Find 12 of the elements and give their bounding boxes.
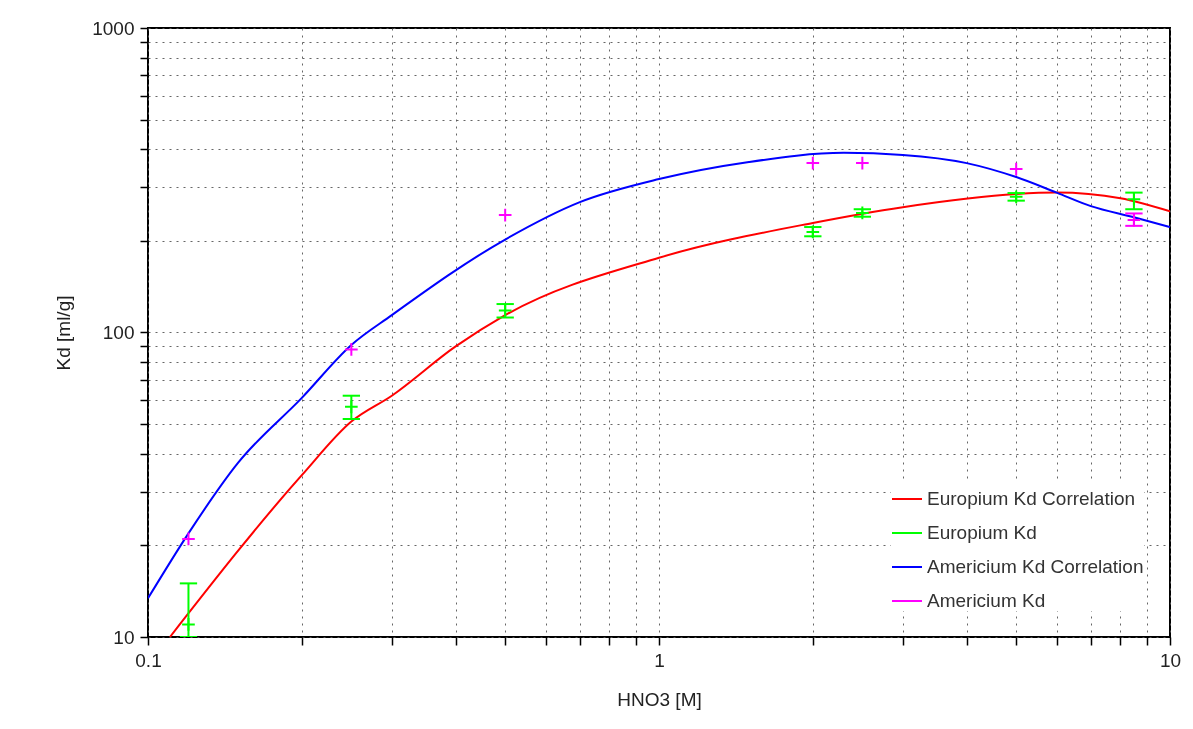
legend-label: Europium Kd: [927, 522, 1037, 543]
x-axis-title: HNO3 [M]: [617, 688, 702, 710]
y-tick-label: 100: [102, 322, 135, 343]
legend-label: Europium Kd Correlation: [927, 488, 1136, 509]
x-tick-label: 0.1: [135, 649, 162, 671]
y-axis-title: Kd [ml/g]: [53, 295, 75, 371]
legend-label: Americium Kd: [927, 590, 1046, 611]
x-tick-label: 10: [1159, 649, 1182, 671]
x-tick-label: 1: [654, 649, 665, 671]
y-tick-label: 1000: [92, 17, 135, 39]
y-tick-label: 10: [113, 626, 135, 648]
legend-label: Americium Kd Correlation: [927, 556, 1144, 577]
